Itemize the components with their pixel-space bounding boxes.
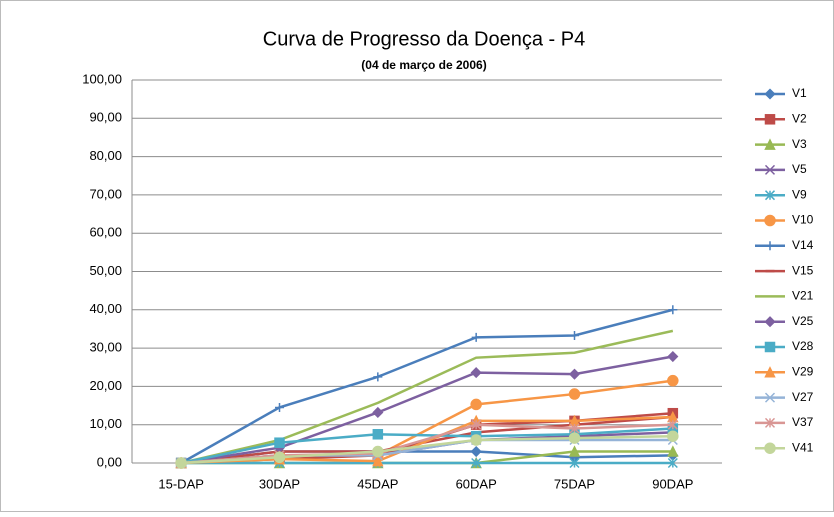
x-tick-label: 90DAP [652, 476, 693, 491]
marker [569, 457, 580, 469]
y-tick-label: 40,00 [89, 301, 122, 316]
marker [667, 419, 678, 430]
chart-subtitle: (04 de março de 2006) [361, 58, 486, 72]
marker [667, 430, 679, 442]
legend-label: V21 [792, 289, 814, 303]
marker [667, 374, 679, 387]
marker [372, 429, 384, 440]
marker [471, 419, 482, 430]
marker [373, 372, 383, 382]
marker [470, 434, 482, 446]
marker [372, 454, 384, 467]
marker [764, 341, 776, 353]
legend-label: V27 [792, 390, 814, 404]
marker [667, 445, 679, 457]
legend-label: V1 [792, 86, 807, 100]
marker [764, 164, 776, 175]
legend-label: V14 [792, 238, 814, 252]
series-line [180, 329, 674, 465]
legend-label: V3 [792, 137, 807, 151]
marker [764, 114, 776, 125]
marker [667, 350, 679, 363]
marker [764, 214, 776, 227]
y-tick-label: 0,00 [97, 454, 122, 469]
y-tick-label: 70,00 [89, 186, 122, 201]
legend-label: V9 [792, 187, 807, 201]
y-tick-label: 50,00 [89, 263, 122, 278]
legend-label: V2 [792, 111, 807, 125]
marker [470, 367, 482, 379]
marker [764, 417, 776, 428]
series-line [180, 308, 674, 465]
y-tick-label: 90,00 [89, 110, 122, 125]
y-tick-label: 20,00 [89, 378, 122, 393]
marker [568, 388, 581, 400]
legend-label: V10 [792, 213, 814, 227]
marker [273, 451, 286, 464]
marker [569, 423, 580, 434]
marker [274, 437, 285, 448]
marker [667, 457, 678, 469]
marker [175, 457, 187, 469]
marker [764, 392, 776, 403]
y-tick-label: 30,00 [89, 340, 122, 355]
marker [275, 402, 284, 412]
series-line [180, 427, 673, 465]
marker [764, 138, 776, 150]
marker [471, 457, 482, 469]
marker [568, 445, 581, 457]
legend-label: V5 [792, 162, 807, 176]
series-line [181, 423, 673, 465]
marker [764, 316, 776, 328]
x-tick-label: 60DAP [456, 476, 497, 491]
x-tick-label: 15-DAP [158, 476, 204, 491]
marker [570, 330, 579, 340]
series-line [180, 355, 674, 465]
y-tick-label: 80,00 [89, 148, 122, 163]
marker [470, 398, 482, 411]
x-tick-label: 75DAP [554, 476, 595, 491]
marker [765, 241, 775, 251]
legend-label: V29 [792, 364, 814, 378]
marker [668, 305, 678, 315]
series-line [181, 434, 673, 465]
marker [568, 432, 581, 444]
series-line [181, 415, 673, 465]
marker [764, 88, 776, 100]
marker [372, 406, 384, 419]
marker [764, 190, 776, 201]
y-tick-label: 10,00 [89, 416, 122, 431]
marker [568, 368, 581, 380]
x-tick-label: 30DAP [259, 476, 300, 491]
y-tick-label: 60,00 [89, 225, 122, 240]
marker [372, 445, 384, 458]
y-tick-label: 100,00 [82, 71, 122, 86]
marker [471, 332, 481, 342]
chart-title: Curva de Progresso da Doença - P4 [263, 28, 585, 50]
legend-label: V25 [792, 314, 814, 328]
legend-label: V28 [792, 339, 814, 353]
legend-label: V37 [792, 415, 814, 429]
legend-label: V41 [792, 440, 814, 454]
marker [470, 445, 482, 458]
marker [764, 366, 776, 378]
x-tick-label: 45DAP [357, 476, 398, 491]
marker [764, 442, 776, 454]
legend-label: V15 [792, 263, 814, 277]
